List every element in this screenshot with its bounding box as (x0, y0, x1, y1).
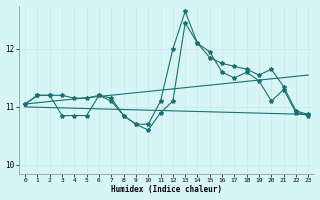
X-axis label: Humidex (Indice chaleur): Humidex (Indice chaleur) (111, 185, 222, 194)
